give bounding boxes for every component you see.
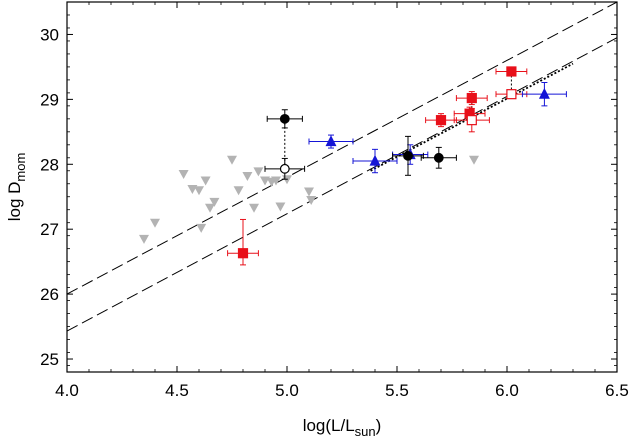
data-point-triangle-down-1-2 (150, 218, 160, 228)
y-tick-label-0: 25 (40, 350, 59, 369)
data-point-triangle-down-1-6 (196, 223, 207, 233)
data-point-triangle-down-1-11 (233, 186, 244, 196)
data-point-square-3-2 (506, 89, 517, 100)
data-point-circle-6-1 (279, 163, 290, 174)
data-point-triangle-down-1-7 (200, 176, 211, 186)
data-point-triangle-up-4-2 (369, 154, 381, 166)
y-tick-label-3: 28 (40, 155, 59, 174)
data-point-triangle-down-1-21 (306, 195, 317, 205)
data-point-square-3-1 (466, 115, 477, 126)
data-point-triangle-up-4-4 (538, 87, 550, 99)
data-point-triangle-down-1-3 (178, 170, 189, 180)
x-tick-label-5: 6.5 (605, 381, 629, 400)
data-point-triangle-down-1-17 (271, 176, 281, 186)
data-point-triangle-down-1-14 (253, 167, 264, 177)
data-point-square-2-4 (466, 92, 477, 104)
data-point-triangle-down-1-12 (242, 171, 253, 181)
y-axis-label: log Dmom (5, 153, 28, 222)
data-point-circle-5-2 (403, 150, 413, 161)
x-tick-label-3: 5.5 (385, 381, 409, 400)
x-axis-label: log(L/Lsun) (303, 416, 382, 439)
data-point-triangle-down-1-1 (139, 234, 149, 244)
reference-line-2 (67, 37, 617, 332)
plot-content (67, 2, 617, 332)
y-tick-label-4: 29 (40, 90, 59, 109)
y-tick-label-2: 27 (40, 220, 59, 239)
data-point-triangle-down-1-13 (249, 203, 259, 213)
plot-frame (66, 1, 618, 373)
axis-ticks: 4.0 4.5 5.0 5.5 6.0 6.5 25 26 27 28 29 30 (40, 1, 629, 400)
data-point-square-2-2 (435, 115, 447, 126)
data-point-square-2-1 (237, 248, 249, 259)
data-point-circle-5-1 (279, 113, 290, 124)
data-point-triangle-down-1-22 (469, 155, 479, 165)
x-tick-label-2: 5.0 (275, 381, 299, 400)
reference-line-1 (67, 2, 617, 295)
data-point-triangle-down-1-5 (194, 186, 204, 196)
plot-area (67, 2, 617, 332)
data-point-circle-5-3 (433, 152, 444, 163)
x-tick-label-1: 4.5 (165, 381, 189, 400)
y-tick-label-1: 26 (40, 285, 59, 304)
x-tick-label-4: 6.0 (495, 381, 519, 400)
x-tick-label-0: 4.0 (55, 381, 79, 400)
data-point-triangle-down-1-18 (275, 202, 286, 212)
data-point-triangle-up-4-1 (325, 135, 337, 147)
data-point-triangle-down-1-9 (209, 197, 220, 207)
data-point-triangle-down-1-10 (227, 155, 237, 165)
data-point-square-2-5 (506, 66, 517, 77)
data-point-triangle-down-1-8 (205, 203, 215, 213)
data-point-triangle-down-1-20 (304, 187, 314, 197)
y-tick-label-5: 30 (40, 25, 59, 44)
